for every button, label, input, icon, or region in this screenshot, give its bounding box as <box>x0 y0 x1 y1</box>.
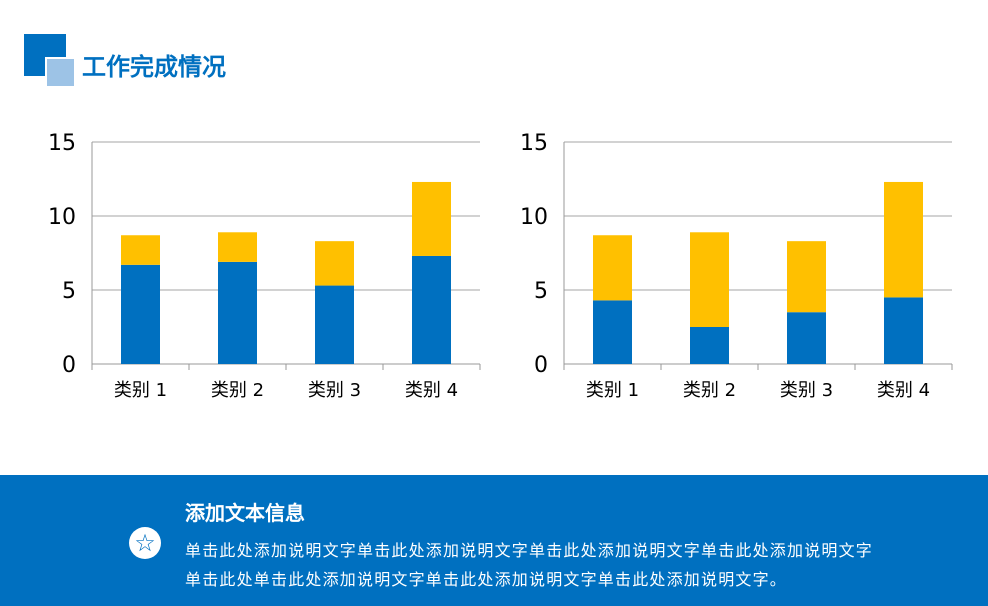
y-tick-label: 15 <box>48 131 76 156</box>
x-tick-label: 类别 4 <box>405 380 458 401</box>
bar-series-1 <box>121 264 160 364</box>
footer-body: 单击此处添加说明文字单击此处添加说明文字单击此处添加说明文字单击此处添加说明文字… <box>185 541 874 589</box>
footer-title: 添加文本信息 <box>185 501 305 525</box>
bar-series-1 <box>218 261 257 364</box>
x-tick-label: 类别 1 <box>586 380 639 401</box>
star-icon: ☆ <box>129 527 161 559</box>
footer-panel <box>0 475 988 606</box>
bar-series-1 <box>412 255 451 364</box>
bar-series-2 <box>121 235 160 265</box>
y-tick-label: 15 <box>520 131 548 156</box>
y-tick-label: 0 <box>534 353 548 378</box>
bar-series-1 <box>315 285 354 364</box>
y-tick-label: 5 <box>534 279 548 304</box>
bar-series-2 <box>690 232 729 327</box>
y-tick-label: 5 <box>62 279 76 304</box>
title-decoration-square-light <box>45 57 74 86</box>
y-tick-label: 10 <box>520 205 548 230</box>
bar-series-2 <box>884 181 923 298</box>
x-tick-label: 类别 3 <box>780 380 833 401</box>
bar-series-2 <box>315 241 354 286</box>
bar-series-2 <box>412 181 451 256</box>
bar-series-1 <box>787 312 826 364</box>
x-tick-label: 类别 2 <box>211 380 264 401</box>
bar-series-2 <box>593 235 632 301</box>
bar-series-1 <box>884 297 923 364</box>
x-tick-label: 类别 3 <box>308 380 361 401</box>
charts-area: 0 5 10 15 类别 1 类别 2 类别 3 类别 4 0 5 10 15 类别 1 类别 2 类别 3… <box>48 131 953 401</box>
x-tick-label: 类别 2 <box>683 380 736 401</box>
y-tick-label: 10 <box>48 205 76 230</box>
bar-series-1 <box>690 327 729 364</box>
bar-series-2 <box>787 241 826 313</box>
bar-series-2 <box>218 232 257 262</box>
bar-series-1 <box>593 300 632 364</box>
page-title: 工作完成情况 <box>82 53 226 81</box>
x-tick-label: 类别 4 <box>877 380 930 401</box>
x-tick-label: 类别 1 <box>114 380 167 401</box>
y-tick-label: 0 <box>62 353 76 378</box>
